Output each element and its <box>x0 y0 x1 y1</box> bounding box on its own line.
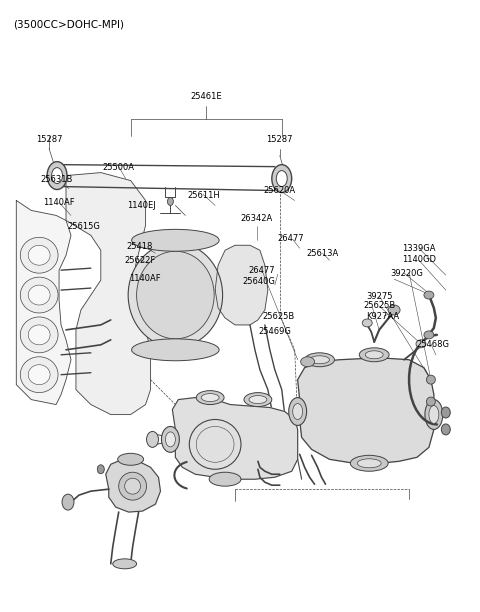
Ellipse shape <box>137 252 214 339</box>
Ellipse shape <box>416 340 426 348</box>
Ellipse shape <box>168 198 173 206</box>
Ellipse shape <box>424 331 434 339</box>
Text: 25611H: 25611H <box>188 190 221 200</box>
Ellipse shape <box>209 472 241 486</box>
Text: 25500A: 25500A <box>102 163 134 171</box>
Ellipse shape <box>28 365 50 384</box>
Ellipse shape <box>426 397 435 406</box>
Ellipse shape <box>62 494 74 510</box>
Ellipse shape <box>119 472 146 500</box>
Ellipse shape <box>113 559 137 569</box>
Ellipse shape <box>425 400 443 430</box>
Text: 25468G: 25468G <box>417 340 450 349</box>
Polygon shape <box>106 459 160 512</box>
Ellipse shape <box>47 162 67 190</box>
Text: 26477: 26477 <box>277 234 304 244</box>
Text: 25461E: 25461E <box>191 92 222 101</box>
Ellipse shape <box>128 243 223 348</box>
Text: 25620A: 25620A <box>263 186 295 195</box>
Text: 39220G: 39220G <box>391 269 423 278</box>
Ellipse shape <box>201 394 219 401</box>
Text: 1140EJ: 1140EJ <box>127 201 156 210</box>
Text: 25418: 25418 <box>127 242 153 251</box>
Ellipse shape <box>132 339 219 360</box>
Text: 1339GA: 1339GA <box>402 244 436 253</box>
Ellipse shape <box>118 453 144 465</box>
Ellipse shape <box>28 325 50 345</box>
Text: 15287: 15287 <box>36 135 62 144</box>
Ellipse shape <box>310 356 329 364</box>
Ellipse shape <box>426 375 435 384</box>
Ellipse shape <box>362 319 372 327</box>
Ellipse shape <box>146 431 158 447</box>
Text: 1140AF: 1140AF <box>43 198 74 207</box>
Text: 25615G: 25615G <box>67 222 100 231</box>
Ellipse shape <box>424 291 434 299</box>
Text: 39275: 39275 <box>366 292 393 300</box>
Ellipse shape <box>20 237 58 273</box>
Ellipse shape <box>161 427 180 452</box>
Ellipse shape <box>132 230 219 252</box>
Ellipse shape <box>429 406 439 424</box>
Text: 25469G: 25469G <box>258 327 291 336</box>
Ellipse shape <box>125 478 141 494</box>
Ellipse shape <box>28 245 50 265</box>
Polygon shape <box>172 398 298 479</box>
Polygon shape <box>16 201 71 405</box>
Text: (3500CC>DOHC-MPI): (3500CC>DOHC-MPI) <box>13 20 124 29</box>
Text: 25631B: 25631B <box>40 175 72 184</box>
Ellipse shape <box>365 351 383 359</box>
Ellipse shape <box>196 390 224 405</box>
Ellipse shape <box>20 357 58 393</box>
Text: 25613A: 25613A <box>306 249 338 258</box>
Ellipse shape <box>28 285 50 305</box>
Polygon shape <box>215 245 268 325</box>
Polygon shape <box>298 358 434 463</box>
Polygon shape <box>66 173 151 414</box>
Text: 26342A: 26342A <box>240 214 273 223</box>
Ellipse shape <box>166 432 175 447</box>
Ellipse shape <box>244 393 272 406</box>
Ellipse shape <box>20 277 58 313</box>
Ellipse shape <box>441 424 450 435</box>
Ellipse shape <box>293 403 302 419</box>
Text: 25625B: 25625B <box>363 302 396 310</box>
Ellipse shape <box>20 317 58 353</box>
Ellipse shape <box>288 398 307 425</box>
Text: 26477: 26477 <box>248 266 275 275</box>
Text: 25625B: 25625B <box>262 313 294 321</box>
Ellipse shape <box>357 459 381 468</box>
Text: 15287: 15287 <box>266 135 293 144</box>
Ellipse shape <box>276 171 287 187</box>
Ellipse shape <box>249 395 267 403</box>
Ellipse shape <box>97 465 104 474</box>
Text: 25622F: 25622F <box>124 256 156 266</box>
Text: 25640G: 25640G <box>243 277 276 286</box>
Ellipse shape <box>272 165 292 193</box>
Ellipse shape <box>350 455 388 471</box>
Text: 1140AF: 1140AF <box>129 274 160 283</box>
Ellipse shape <box>388 305 400 315</box>
Ellipse shape <box>51 168 62 184</box>
Text: 1140GD: 1140GD <box>402 255 436 264</box>
Ellipse shape <box>360 348 389 362</box>
Ellipse shape <box>300 357 314 367</box>
Ellipse shape <box>305 353 335 367</box>
Ellipse shape <box>441 407 450 418</box>
Text: K927AA: K927AA <box>367 313 400 321</box>
